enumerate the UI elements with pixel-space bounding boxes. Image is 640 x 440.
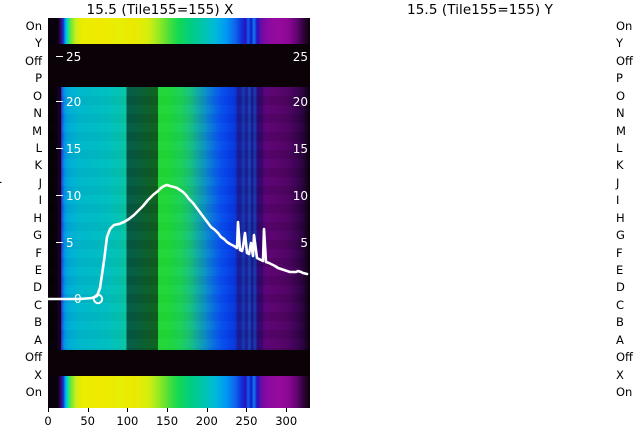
cat-item-left-off-2: Off [25, 53, 42, 68]
cat-item-left-a-18: A [34, 332, 42, 347]
category-axis-left: Dipole On Y Off P O N M L K J I H G F E D C B A Off X On [0, 18, 46, 408]
cat-item-right-m-6: M [616, 123, 626, 138]
band-lower-dark-x [48, 350, 310, 376]
cat-item-left-off-19: Off [25, 350, 42, 365]
cat-item-left-n-5: N [33, 106, 42, 121]
ytick-label-x-right-20: 20 [292, 95, 308, 109]
xtick-mark-x-200 [206, 408, 208, 412]
panel-y: 15.5 (Tile155=155) Y 25 20 15 10 5 0 050… [320, 0, 640, 440]
x-axis-panel-x: 0 50 100 150 200 250 300 [44, 408, 310, 440]
ytick-label-x-right-25: 25 [292, 50, 308, 64]
xtick-label-x-100: 100 [116, 414, 139, 428]
cat-item-right-i-10: I [616, 193, 620, 208]
ytick-label-x-right-15: 15 [292, 142, 308, 156]
band-bottom-strip-x [48, 376, 310, 408]
xtick-label-x-250: 250 [235, 414, 258, 428]
cat-item-right-p-3: P [616, 71, 623, 86]
xtick-mark-x-50 [87, 408, 89, 412]
ytick-label-x-15: 15 [56, 142, 81, 156]
heatmap-plot-x: 25 20 15 10 5 0 25 20 15 10 5 [48, 18, 310, 408]
cat-item-left-i-10: I [38, 193, 42, 208]
cat-item-right-on-21: On [616, 385, 633, 399]
cat-item-right-o-4: O [616, 88, 626, 103]
cat-item-left-j-9: J [38, 175, 42, 190]
cat-item-right-j-9: J [616, 175, 620, 190]
ytick-label-x-0: 0 [74, 292, 82, 306]
cat-item-left-x-20: X [34, 367, 42, 382]
cat-item-right-n-5: N [616, 106, 625, 121]
xtick-label-x-200: 200 [195, 414, 218, 428]
overlay-profile-curve-x [48, 183, 309, 305]
xtick-mark-x-0 [48, 408, 49, 412]
cat-item-right-h-11: H [616, 210, 625, 225]
cat-item-right-x-20: X [616, 367, 624, 382]
xtick-label-x-150: 150 [156, 414, 179, 428]
xtick-label-x-300: 300 [275, 414, 298, 428]
panel-y-title: 15.5 (Tile155=155) Y [407, 2, 553, 18]
ytick-label-x-right-5: 5 [300, 236, 308, 250]
cat-item-left-g-12: G [33, 228, 42, 243]
cat-item-left-on-21: On [25, 385, 42, 399]
cat-item-left-o-4: O [32, 88, 42, 103]
ytick-label-x-5: 5 [56, 236, 74, 250]
cat-item-right-off-19: Off [616, 350, 633, 365]
panel-x-title: 15.5 (Tile155=155) X [86, 2, 234, 18]
ytick-label-x-25: 25 [56, 50, 81, 64]
cat-item-left-y-1: Y [34, 36, 42, 51]
cat-item-right-c-16: C [616, 297, 625, 312]
cat-item-right-b-17: B [616, 315, 624, 330]
xtick-label-x-50: 50 [80, 414, 96, 428]
cat-item-left-h-11: H [33, 210, 42, 225]
cat-item-right-y-1: Y [616, 36, 624, 51]
cat-item-left-b-17: B [34, 315, 42, 330]
cat-item-left-f-13: F [35, 245, 42, 260]
xtick-label-x-0: 0 [44, 414, 52, 428]
cat-item-left-on-0: On [25, 19, 42, 33]
cat-item-right-off-2: Off [616, 53, 633, 68]
band-top-strip-x [48, 18, 310, 44]
cat-item-left-l-7: L [35, 141, 42, 155]
band-upper-dark-x [48, 44, 310, 87]
cat-item-right-on-0: On [616, 19, 633, 33]
cat-item-left-p-3: P [35, 71, 42, 86]
xtick-mark-x-100 [127, 408, 129, 412]
cat-item-right-e-14: E [616, 263, 624, 277]
panel-x: 15.5 (Tile155=155) X 25 20 15 10 5 0 25 … [44, 2, 310, 440]
cat-item-right-l-7: L [616, 141, 623, 155]
cat-item-right-g-12: G [616, 228, 625, 243]
cat-item-left-d-15: D [33, 280, 42, 295]
cat-item-left-m-6: M [32, 123, 42, 138]
cat-item-left-k-8: K [34, 158, 42, 173]
cat-item-right-a-18: A [616, 332, 624, 347]
ytick-label-x-10: 10 [56, 189, 81, 203]
ytick-label-x-20: 20 [56, 95, 81, 109]
ytick-label-x-right-10: 10 [292, 189, 308, 203]
xtick-mark-x-250 [246, 408, 248, 412]
cat-item-right-k-8: K [616, 158, 624, 173]
xtick-mark-x-300 [286, 408, 288, 412]
cat-item-right-f-13: F [616, 245, 623, 260]
category-axis-right: On Y Off P O N M L K J I H G F E D C B A Off X On [612, 18, 640, 408]
xtick-mark-x-150 [167, 408, 169, 412]
cat-item-left-c-16: C [33, 297, 42, 312]
cat-item-right-d-15: D [616, 280, 625, 295]
cat-item-left-e-14: E [34, 263, 42, 277]
